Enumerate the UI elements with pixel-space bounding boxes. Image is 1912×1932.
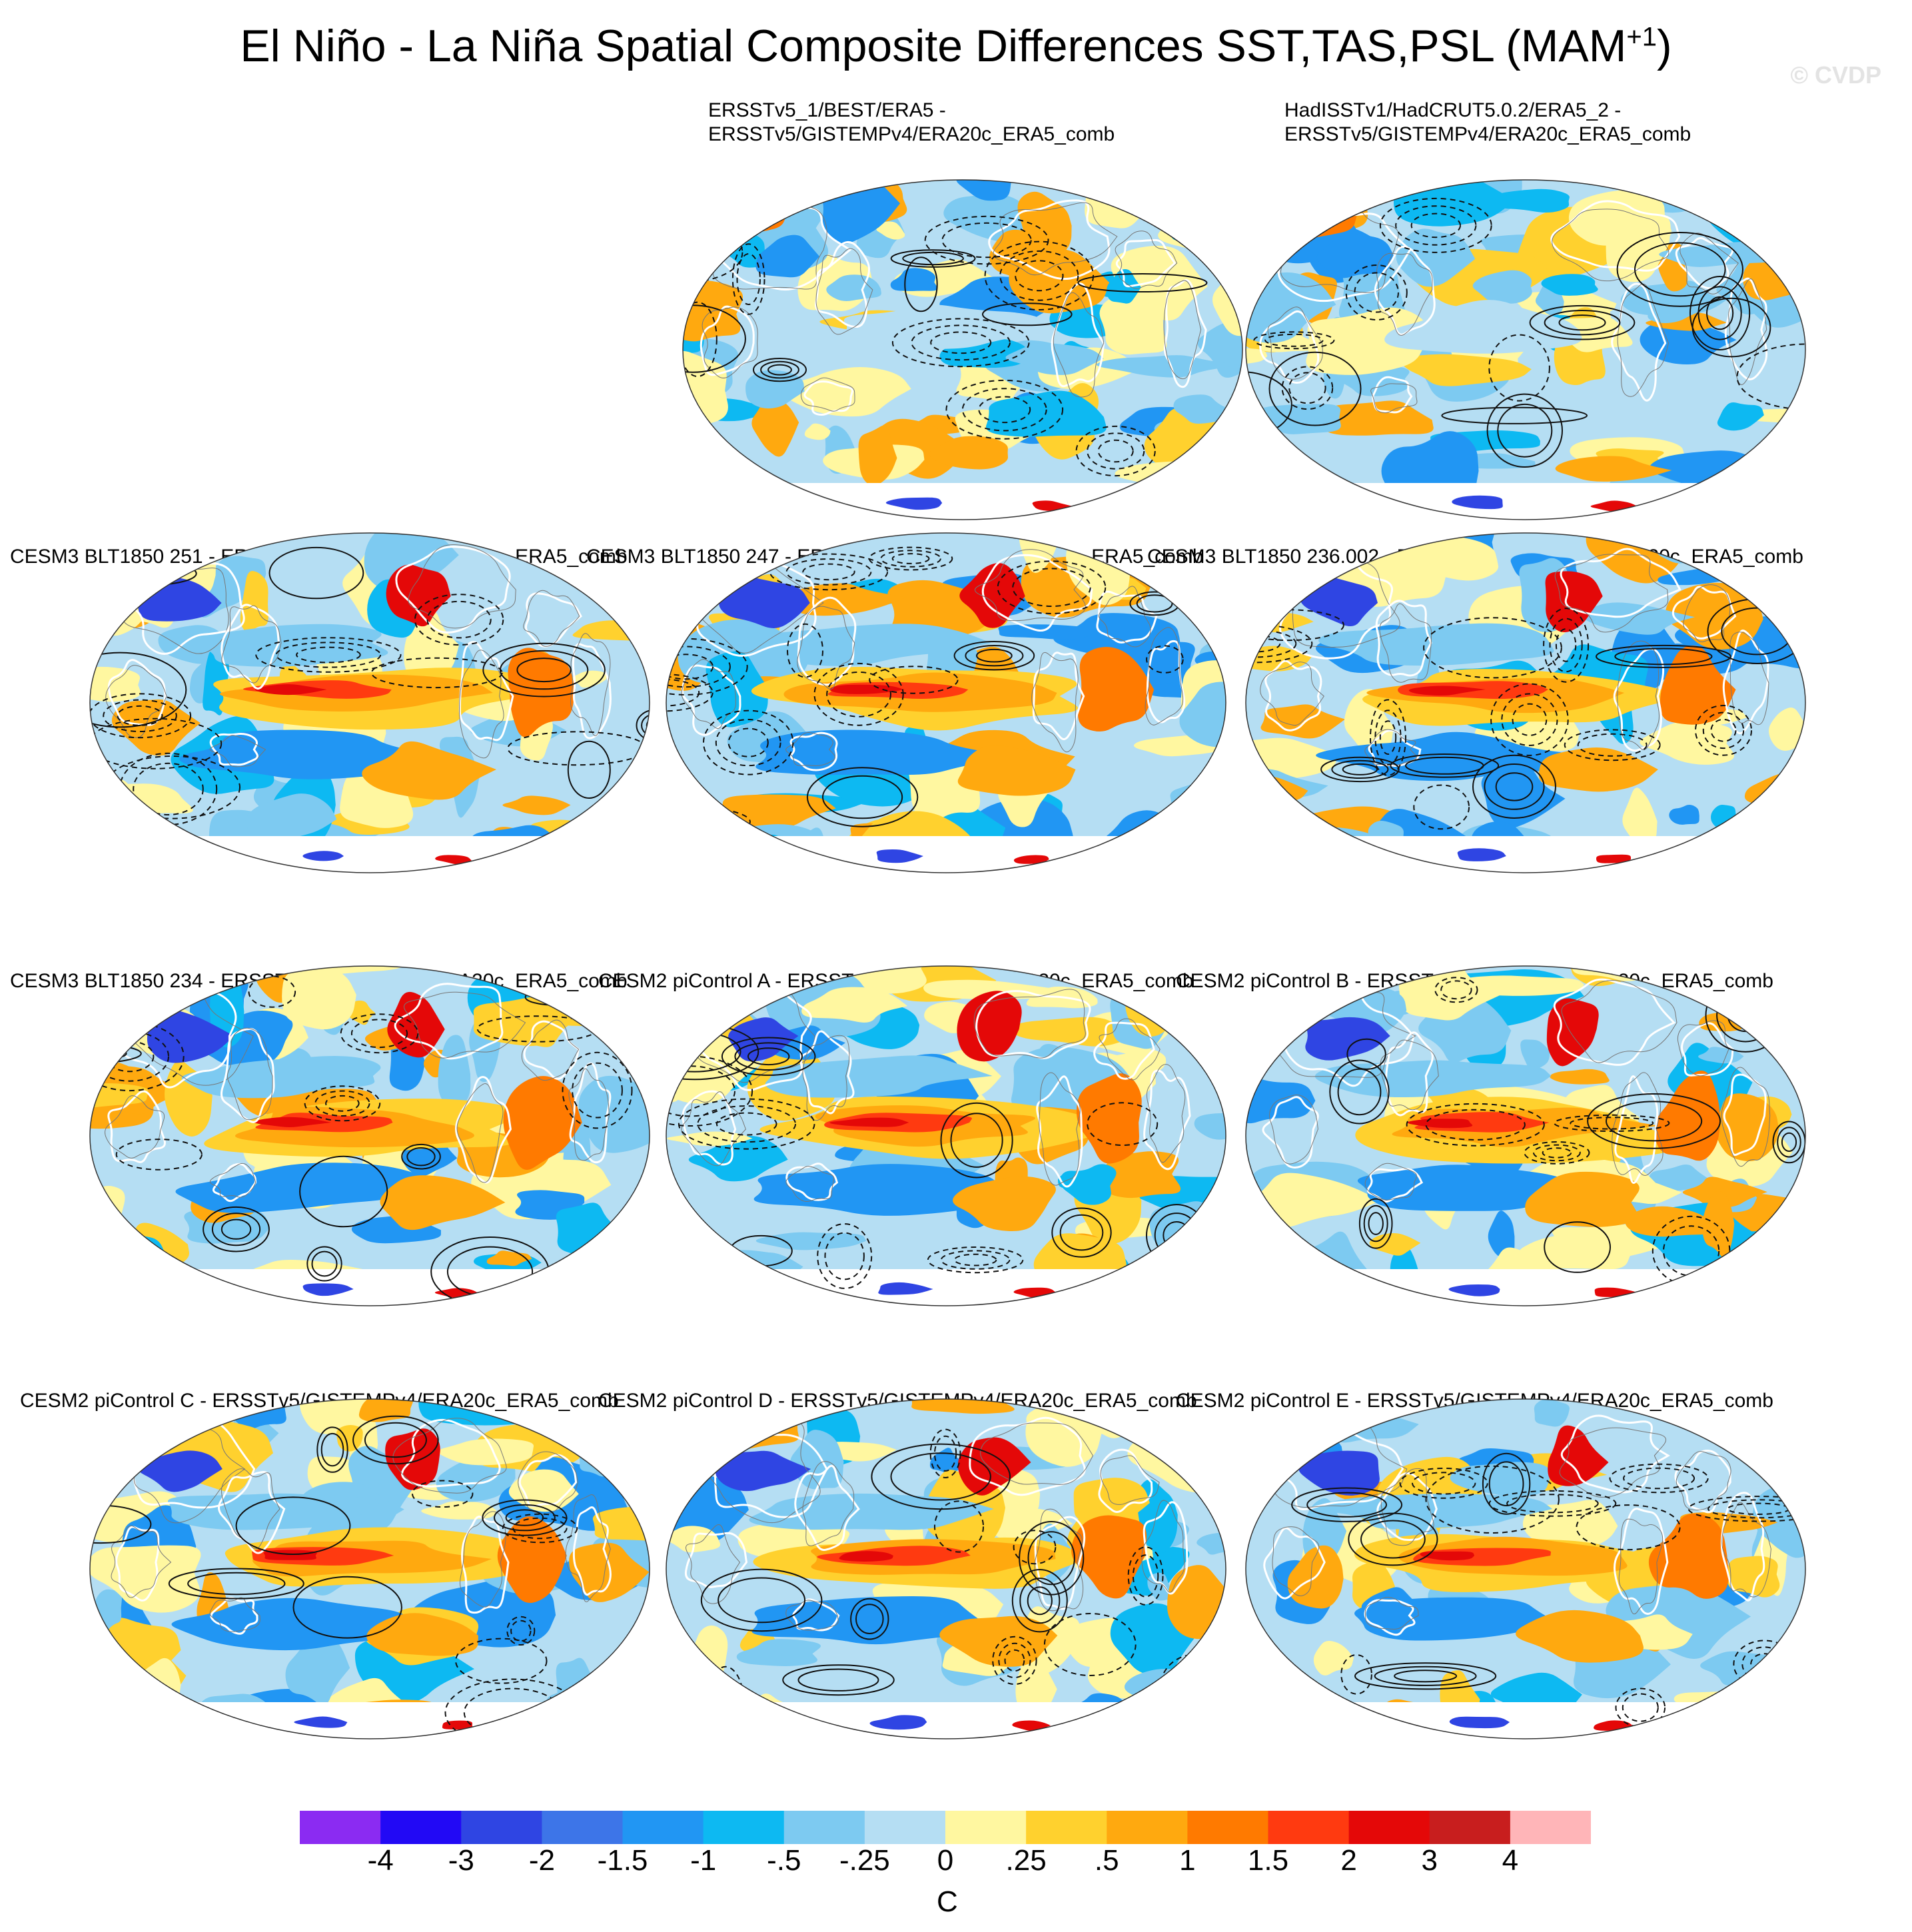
global-map — [660, 530, 1232, 876]
colorbar-tick-label: -2 — [528, 1844, 555, 1877]
global-map — [1239, 1396, 1812, 1742]
panel-title: HadISSTv1/HadCRUT5.0.2/ERA5_2 - ERSSTv5/… — [1284, 99, 1691, 145]
colorbar-tick-label: 2 — [1340, 1844, 1357, 1877]
colorbar-swatch — [622, 1811, 704, 1844]
colorbar-swatch — [542, 1811, 624, 1844]
colorbar-swatch — [1107, 1811, 1188, 1844]
global-map — [83, 1396, 656, 1742]
colorbar-tick-label: 3 — [1421, 1844, 1438, 1877]
panel-title: CESM2 piControl D - ERSSTv5/GISTEMPv4/ER… — [598, 1390, 1197, 1412]
global-map — [1239, 177, 1812, 523]
panel-title: ERSSTv5_1/BEST/ERA5 - ERSSTv5/GISTEMPv4/… — [708, 99, 1115, 145]
colorbar-swatch — [300, 1811, 381, 1844]
colorbar-swatch — [864, 1811, 946, 1844]
colorbar-tick-label: .5 — [1094, 1844, 1119, 1877]
colorbar-swatch — [1268, 1811, 1350, 1844]
colorbar-swatch — [1348, 1811, 1430, 1844]
global-map — [676, 177, 1249, 523]
colorbar-swatch — [703, 1811, 785, 1844]
colorbar-swatch — [783, 1811, 865, 1844]
global-map — [83, 530, 656, 876]
colorbar-tick-label: 1.5 — [1247, 1844, 1289, 1877]
colorbar-swatch — [1026, 1811, 1107, 1844]
colorbar-swatch — [1187, 1811, 1269, 1844]
figure-title: El Niño - La Niña Spatial Composite Diff… — [240, 21, 1672, 71]
global-map — [660, 1396, 1232, 1742]
colorbar-swatch — [1510, 1811, 1591, 1844]
global-map — [1239, 963, 1812, 1309]
colorbar-tick-label: -3 — [448, 1844, 474, 1877]
colorbar-tick-label: -.25 — [839, 1844, 890, 1877]
colorbar-tick-label: 4 — [1502, 1844, 1519, 1877]
colorbar-tick-label: -.5 — [767, 1844, 801, 1877]
colorbar-swatch — [461, 1811, 542, 1844]
colorbar-tick-label: -4 — [367, 1844, 394, 1877]
colorbar-swatch — [380, 1811, 462, 1844]
colorbar-tick-label: -1.5 — [597, 1844, 648, 1877]
colorbar — [300, 1811, 1591, 1844]
colorbar-tick-label: .25 — [1005, 1844, 1047, 1877]
colorbar-tick-label: 0 — [937, 1844, 954, 1877]
global-map — [660, 963, 1232, 1309]
colorbar-tick-label: 1 — [1179, 1844, 1196, 1877]
colorbar-swatch — [945, 1811, 1027, 1844]
global-map — [83, 963, 656, 1309]
colorbar-tick-label: -1 — [690, 1844, 717, 1877]
colorbar-swatch — [1429, 1811, 1511, 1844]
global-map — [1239, 530, 1812, 876]
watermark: © CVDP — [1790, 61, 1881, 89]
